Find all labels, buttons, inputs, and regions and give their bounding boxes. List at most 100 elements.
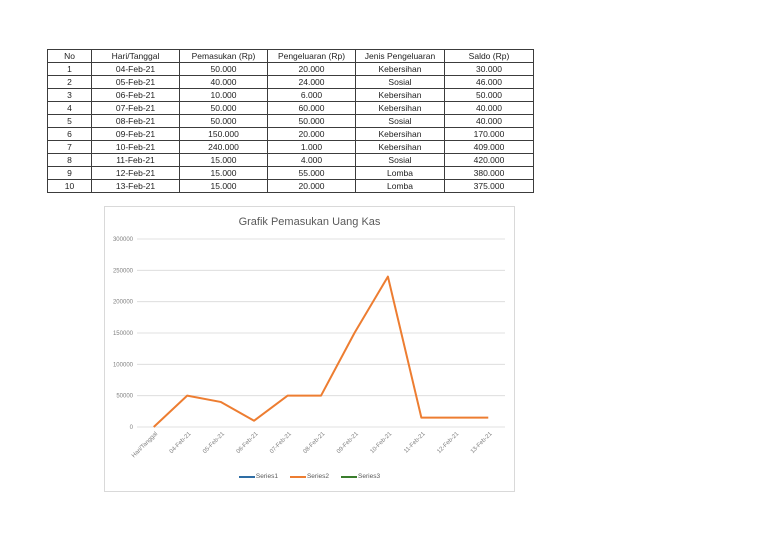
cell-expense-type[interactable]: Kebersihan [355, 101, 445, 115]
table-header-row: No Hari/Tanggal Pemasukan (Rp) Pengeluar… [47, 49, 534, 63]
cell-date[interactable]: 10-Feb-21 [91, 140, 180, 154]
header-expense-type[interactable]: Jenis Pengeluaran [355, 49, 445, 63]
cell-income[interactable]: 15.000 [179, 179, 268, 193]
y-tick-label: 200000 [113, 300, 134, 306]
table-row: 8 11-Feb-21 15.000 4.000 Sosial 420.000 [47, 153, 534, 167]
cell-no[interactable]: 2 [47, 75, 92, 89]
x-tick-label: 13-Feb-21 [470, 431, 494, 455]
cell-balance[interactable]: 409.000 [444, 140, 534, 154]
cell-income[interactable]: 50.000 [179, 101, 268, 115]
cell-date[interactable]: 07-Feb-21 [91, 101, 180, 115]
cell-no[interactable]: 6 [47, 127, 92, 141]
cell-balance[interactable]: 46.000 [444, 75, 534, 89]
table-row: 3 06-Feb-21 10.000 6.000 Kebersihan 50.000 [47, 88, 534, 102]
cell-date[interactable]: 09-Feb-21 [91, 127, 180, 141]
cell-expense[interactable]: 1.000 [267, 140, 356, 154]
header-no[interactable]: No [47, 49, 92, 63]
y-tick-label: 300000 [113, 237, 134, 243]
x-tick-label: 08-Feb-21 [303, 431, 327, 455]
cell-expense[interactable]: 50.000 [267, 114, 356, 128]
cell-income[interactable]: 150.000 [179, 127, 268, 141]
table-row: 10 13-Feb-21 15.000 20.000 Lomba 375.000 [47, 179, 534, 193]
legend-label: Series2 [306, 473, 330, 480]
cell-expense[interactable]: 60.000 [267, 101, 356, 115]
cell-expense-type[interactable]: Kebersihan [355, 140, 445, 154]
header-expense[interactable]: Pengeluaran (Rp) [267, 49, 356, 63]
cell-expense[interactable]: 20.000 [267, 62, 356, 76]
cell-income[interactable]: 15.000 [179, 166, 268, 180]
series3-swatch-icon [341, 475, 358, 478]
cell-income[interactable]: 240.000 [179, 140, 268, 154]
data-table: No Hari/Tanggal Pemasukan (Rp) Pengeluar… [47, 49, 534, 193]
cell-income[interactable]: 40.000 [179, 75, 268, 89]
legend-series1[interactable]: Series1 [238, 473, 278, 480]
table-row: 4 07-Feb-21 50.000 60.000 Kebersihan 40.000 [47, 101, 534, 115]
cell-balance[interactable]: 380.000 [444, 166, 534, 180]
cell-income[interactable]: 50.000 [179, 62, 268, 76]
cell-date[interactable]: 11-Feb-21 [91, 153, 180, 167]
cell-income[interactable]: 50.000 [179, 114, 268, 128]
line-chart[interactable]: Grafik Pemasukan Uang Kas 0 50000 100000 15… [104, 206, 515, 492]
cell-expense[interactable]: 4.000 [267, 153, 356, 167]
legend-series2[interactable]: Series2 [289, 473, 330, 480]
x-tick-label: 04-Feb-21 [169, 431, 193, 455]
header-income[interactable]: Pemasukan (Rp) [179, 49, 268, 63]
cell-expense-type[interactable]: Sosial [355, 75, 445, 89]
cell-expense[interactable]: 6.000 [267, 88, 356, 102]
cell-balance[interactable]: 375.000 [444, 179, 534, 193]
cell-no[interactable]: 1 [47, 62, 92, 76]
cell-expense[interactable]: 20.000 [267, 127, 356, 141]
cell-expense-type[interactable]: Lomba [355, 179, 445, 193]
x-tick-label: 11-Feb-21 [403, 431, 427, 455]
y-tick-label: 150000 [113, 331, 134, 337]
cell-balance[interactable]: 170.000 [444, 127, 534, 141]
x-tick-label: 05-Feb-21 [202, 431, 226, 455]
cell-expense-type[interactable]: Kebersihan [355, 62, 445, 76]
cell-expense-type[interactable]: Kebersihan [355, 127, 445, 141]
legend-series3[interactable]: Series3 [341, 473, 380, 480]
table-row: 6 09-Feb-21 150.000 20.000 Kebersihan 170.000 [47, 127, 534, 141]
table-row: 2 05-Feb-21 40.000 24.000 Sosial 46.000 [47, 75, 534, 89]
y-tick-label: 100000 [113, 362, 134, 368]
cell-date[interactable]: 05-Feb-21 [91, 75, 180, 89]
header-balance[interactable]: Saldo (Rp) [444, 49, 534, 63]
cell-date[interactable]: 06-Feb-21 [91, 88, 180, 102]
series2-swatch-icon [289, 475, 306, 478]
cell-balance[interactable]: 30.000 [444, 62, 534, 76]
cell-date[interactable]: 12-Feb-21 [91, 166, 180, 180]
cell-expense-type[interactable]: Sosial [355, 114, 445, 128]
cell-income[interactable]: 10.000 [179, 88, 268, 102]
series1-swatch-icon [238, 475, 255, 478]
cell-income[interactable]: 15.000 [179, 153, 268, 167]
x-tick-label: 06-Feb-21 [236, 431, 260, 455]
y-tick-label: 0 [130, 425, 134, 431]
header-date[interactable]: Hari/Tanggal [91, 49, 180, 63]
cell-no[interactable]: 5 [47, 114, 92, 128]
cell-balance[interactable]: 40.000 [444, 114, 534, 128]
cell-balance[interactable]: 50.000 [444, 88, 534, 102]
cell-date[interactable]: 13-Feb-21 [91, 179, 180, 193]
cell-expense[interactable]: 24.000 [267, 75, 356, 89]
cell-no[interactable]: 9 [47, 166, 92, 180]
cell-expense-type[interactable]: Lomba [355, 166, 445, 180]
cell-expense-type[interactable]: Kebersihan [355, 88, 445, 102]
y-tick-label: 250000 [113, 268, 134, 274]
cell-balance[interactable]: 40.000 [444, 101, 534, 115]
cell-no[interactable]: 8 [47, 153, 92, 167]
cell-no[interactable]: 7 [47, 140, 92, 154]
series-line[interactable] [153, 275, 489, 428]
chart-plot-area: 0 50000 100000 150000 200000 250000 300000 Hari… [113, 237, 505, 459]
cell-expense[interactable]: 20.000 [267, 179, 356, 193]
cell-expense[interactable]: 55.000 [267, 166, 356, 180]
cell-no[interactable]: 3 [47, 88, 92, 102]
cell-no[interactable]: 4 [47, 101, 92, 115]
cell-expense-type[interactable]: Sosial [355, 153, 445, 167]
cell-balance[interactable]: 420.000 [444, 153, 534, 167]
cell-no[interactable]: 10 [47, 179, 92, 193]
x-tick-label: 10-Feb-21 [370, 431, 394, 455]
cell-date[interactable]: 08-Feb-21 [91, 114, 180, 128]
table-row: 7 10-Feb-21 240.000 1.000 Kebersihan 409.000 [47, 140, 534, 154]
x-tick-label: 09-Feb-21 [336, 431, 360, 455]
cell-date[interactable]: 04-Feb-21 [91, 62, 180, 76]
table-row: 5 08-Feb-21 50.000 50.000 Sosial 40.000 [47, 114, 534, 128]
